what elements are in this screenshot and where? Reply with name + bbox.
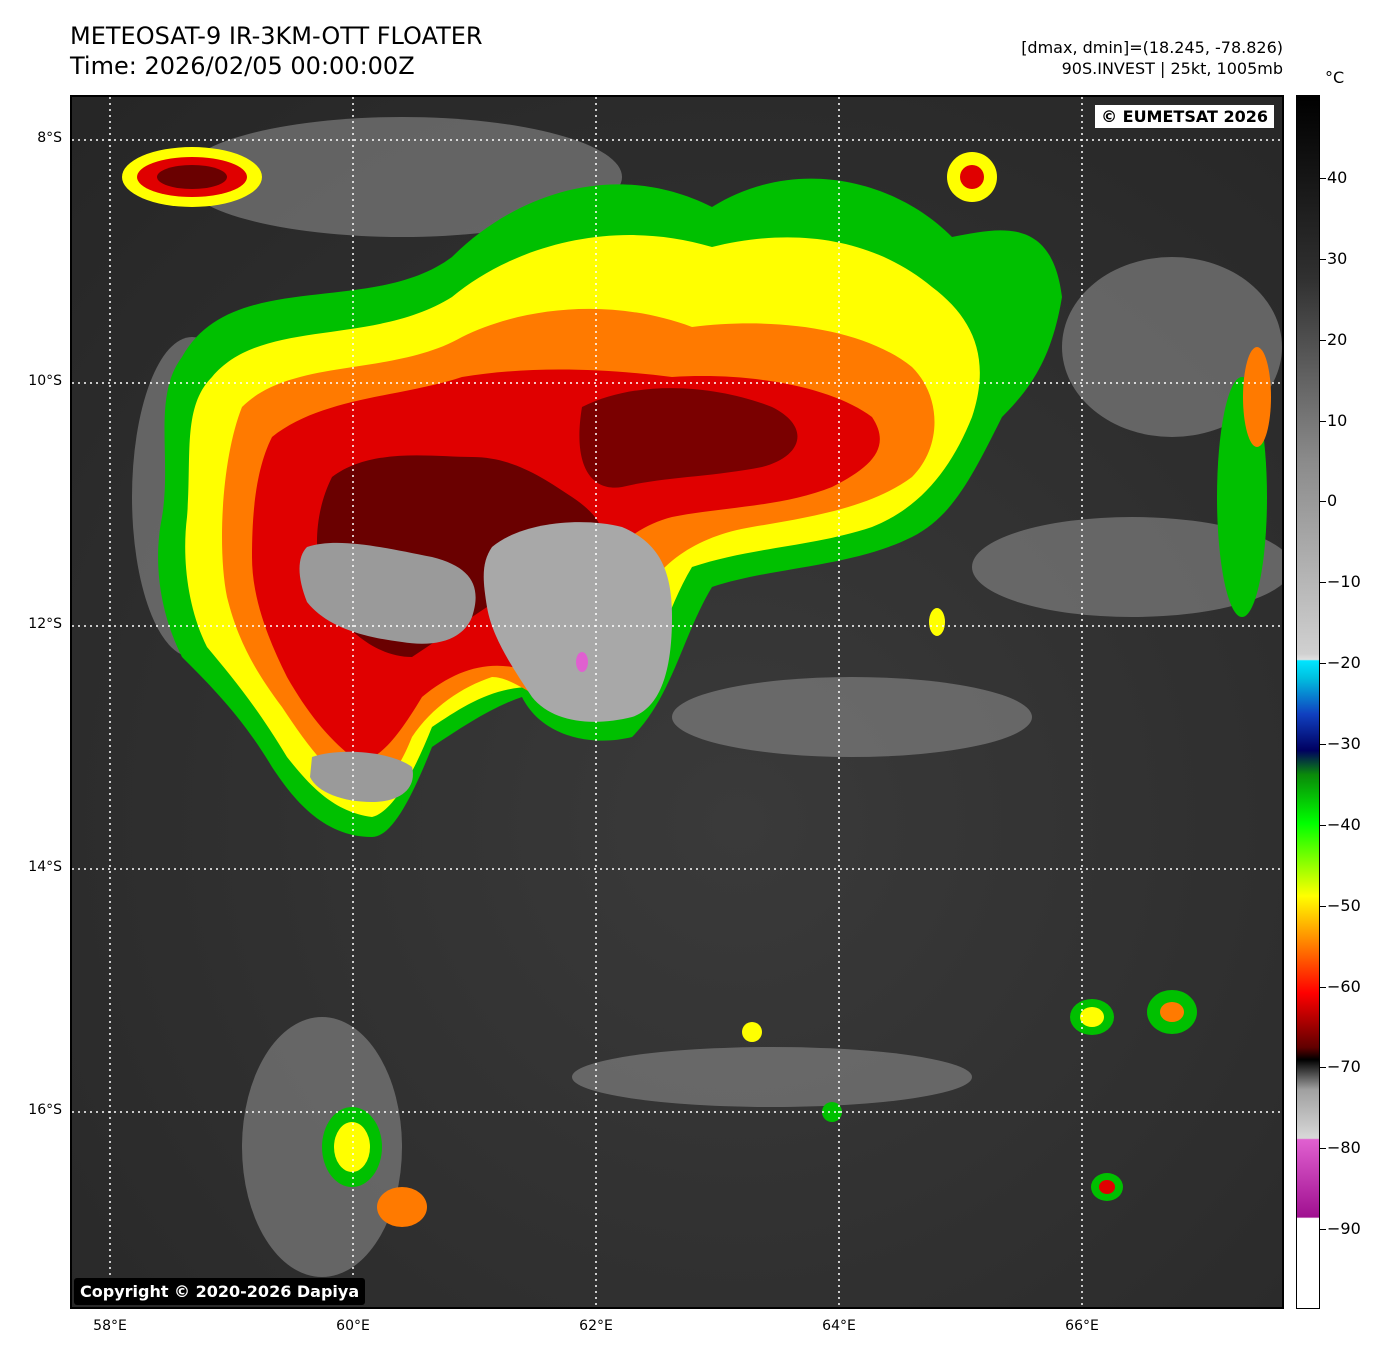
value-range: [dmax, dmin]=(18.245, -78.826) xyxy=(1021,38,1283,57)
colorbar-tick xyxy=(1320,340,1326,341)
colorbar-label: −10 xyxy=(1327,572,1361,591)
lon-label-64e: 64°E xyxy=(822,1318,856,1334)
storm-info: 90S.INVEST | 25kt, 1005mb xyxy=(1061,59,1283,78)
colorbar-label: −20 xyxy=(1327,653,1361,672)
colorbar-unit: °C xyxy=(1325,68,1345,87)
small-cells xyxy=(122,147,1271,1227)
lat-label-12s: 12°S xyxy=(28,616,62,632)
colorbar-tick xyxy=(1320,987,1326,988)
colorbar-label: −90 xyxy=(1327,1219,1361,1238)
graticule xyxy=(72,97,1282,1307)
satellite-map[interactable]: © EUMETSAT 2026 Copyright © 2020-2026 Da… xyxy=(70,95,1284,1309)
colorbar-label: 10 xyxy=(1327,411,1348,430)
colorbar-tick xyxy=(1320,582,1326,583)
dapiya-copyright: Copyright © 2020-2026 Dapiya xyxy=(74,1278,366,1305)
lon-label-58e: 58°E xyxy=(93,1318,127,1334)
colorbar-label: −50 xyxy=(1327,896,1361,915)
colorbar-tick xyxy=(1320,744,1326,745)
colorbar-label: −40 xyxy=(1327,815,1361,834)
colorbar-tick xyxy=(1320,1067,1326,1068)
lon-label-60e: 60°E xyxy=(336,1318,370,1334)
colorbar-tick xyxy=(1320,663,1326,664)
colorbar-label: −30 xyxy=(1327,734,1361,753)
colorbar-label: −70 xyxy=(1327,1057,1361,1076)
colorbar-label: −60 xyxy=(1327,977,1361,996)
colorbar-tick xyxy=(1320,259,1326,260)
convective-complex xyxy=(158,178,1062,838)
figure-title: METEOSAT-9 IR-3KM-OTT FLOATER xyxy=(70,22,483,50)
colorbar-label: 20 xyxy=(1327,330,1348,349)
colorbar-tick xyxy=(1320,178,1326,179)
colorbar-tick xyxy=(1320,906,1326,907)
lon-label-62e: 62°E xyxy=(579,1318,613,1334)
colorbar-label: 30 xyxy=(1327,249,1348,268)
colorbar-tick xyxy=(1320,1148,1326,1149)
figure-time: Time: 2026/02/05 00:00:00Z xyxy=(70,52,415,80)
lat-label-14s: 14°S xyxy=(28,859,62,875)
colorbar-tick xyxy=(1320,1229,1326,1230)
lat-label-8s: 8°S xyxy=(37,130,62,146)
colorbar-tick xyxy=(1320,501,1326,502)
colorbar xyxy=(1296,95,1320,1309)
satellite-imagery xyxy=(72,97,1282,1307)
colorbar-label: 40 xyxy=(1327,168,1348,187)
colorbar-label: −80 xyxy=(1327,1138,1361,1157)
colorbar-tick xyxy=(1320,421,1326,422)
lat-label-16s: 16°S xyxy=(28,1102,62,1118)
lat-label-10s: 10°S xyxy=(28,373,62,389)
colorbar-label: 0 xyxy=(1327,491,1338,510)
eumetsat-copyright: © EUMETSAT 2026 xyxy=(1095,105,1274,128)
lon-label-66e: 66°E xyxy=(1065,1318,1099,1334)
colorbar-tick xyxy=(1320,825,1326,826)
